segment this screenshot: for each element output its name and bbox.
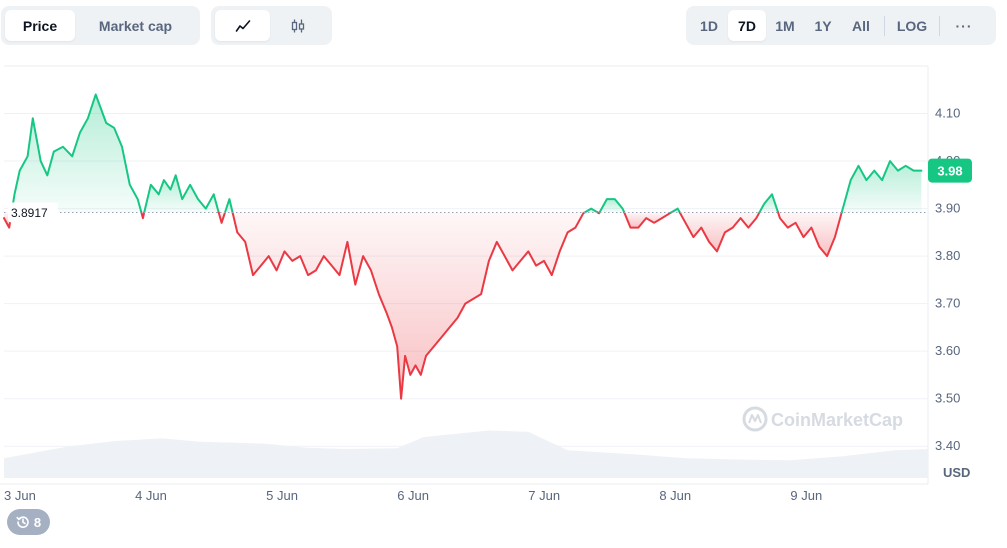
- price-line-up: [670, 207, 681, 214]
- area-below-baseline: [624, 212, 672, 228]
- more-options-button[interactable]: ···: [955, 17, 973, 34]
- metric-toggle: Price Market cap: [1, 6, 200, 45]
- price-area-fill: [4, 94, 922, 399]
- y-tick-label: 3.90: [935, 201, 960, 216]
- log-scale-button[interactable]: LOG: [896, 17, 928, 34]
- range-1m-button[interactable]: 1M: [775, 17, 795, 34]
- price-tab[interactable]: Price: [5, 10, 75, 41]
- price-line-up: [840, 160, 923, 214]
- price-line-up: [598, 198, 626, 214]
- y-tick-label: 3.50: [935, 391, 960, 406]
- x-tick-label: 5 Jun: [266, 488, 298, 503]
- range-1y-button[interactable]: 1Y: [814, 17, 832, 34]
- price-line-down: [623, 211, 673, 229]
- volume-area: [4, 430, 928, 478]
- y-tick-label: 3.40: [935, 438, 960, 453]
- area-below-baseline: [778, 212, 842, 257]
- baseline-label-bg: [8, 202, 58, 223]
- price-chart[interactable]: 3.8917 4.104.003.903.803.703.603.503.40 …: [0, 50, 1007, 548]
- price-line-down: [678, 211, 761, 253]
- history-icon: [16, 516, 29, 528]
- price-line-up: [583, 207, 599, 214]
- x-tick-label: 9 Jun: [790, 488, 822, 503]
- watermark: CoinMarketCap: [742, 406, 903, 432]
- history-badge[interactable]: 8: [7, 509, 50, 535]
- candlestick-icon: [291, 19, 304, 32]
- currency-label: USD: [943, 465, 970, 480]
- y-tick-label: 3.60: [935, 343, 960, 358]
- baseline-label: 3.8917: [11, 206, 48, 220]
- range-all-button[interactable]: All: [852, 17, 870, 34]
- x-tick-label: 7 Jun: [528, 488, 560, 503]
- area-above-baseline: [841, 161, 922, 213]
- x-tick-label: 8 Jun: [659, 488, 691, 503]
- market-cap-tab[interactable]: Market cap: [98, 17, 173, 34]
- watermark-text: CoinMarketCap: [771, 410, 903, 430]
- line-chart-icon: [235, 19, 250, 32]
- price-line-down: [777, 211, 843, 258]
- y-tick-label: 4.10: [935, 106, 960, 121]
- line-chart-button[interactable]: [215, 10, 270, 41]
- area-below-baseline: [232, 212, 585, 399]
- x-tick-label: 6 Jun: [397, 488, 429, 503]
- range-divider: [884, 15, 885, 36]
- x-tick-label: 3 Jun: [4, 488, 36, 503]
- chart-type-toggle: [211, 6, 332, 45]
- price-line: [3, 93, 923, 400]
- current-price-label: 3.98: [937, 164, 962, 179]
- x-axis-ticks: 3 Jun 4 Jun 5 Jun 6 Jun 7 Jun 8 Jun 9 Jun: [4, 488, 822, 503]
- area-above-baseline: [11, 94, 142, 213]
- range-divider: [939, 15, 940, 36]
- watermark-group: CoinMarketCap: [742, 406, 903, 432]
- price-line-down: [217, 211, 226, 224]
- history-count: 8: [33, 514, 42, 530]
- chart-labels: USD 3.98: [928, 158, 972, 480]
- price-line-down: [140, 211, 146, 220]
- candlestick-chart-button[interactable]: [270, 10, 325, 41]
- y-tick-label: 3.80: [935, 248, 960, 263]
- price-line-up: [224, 198, 234, 214]
- range-1d-button[interactable]: 1D: [700, 17, 718, 34]
- price-line-down: [231, 211, 586, 400]
- baseline-reference: 3.8917: [4, 202, 928, 223]
- current-price-pill: [928, 158, 972, 183]
- coinmarketcap-logo-icon: [742, 406, 768, 432]
- area-below-baseline: [679, 212, 760, 252]
- x-tick-label: 4 Jun: [135, 488, 167, 503]
- range-7d-button[interactable]: 7D: [728, 10, 766, 41]
- price-line-up: [10, 93, 143, 214]
- time-range-toggle: 1D 7D 1M 1Y All LOG ···: [686, 6, 996, 45]
- coinmarketcap-logo-mark: [748, 414, 762, 424]
- y-axis-ticks: 4.104.003.903.803.703.603.503.40: [935, 106, 960, 454]
- volume-area: [4, 430, 928, 478]
- price-line-up: [143, 174, 220, 214]
- y-tick-label: 3.70: [935, 296, 960, 311]
- price-line-up: [758, 193, 780, 214]
